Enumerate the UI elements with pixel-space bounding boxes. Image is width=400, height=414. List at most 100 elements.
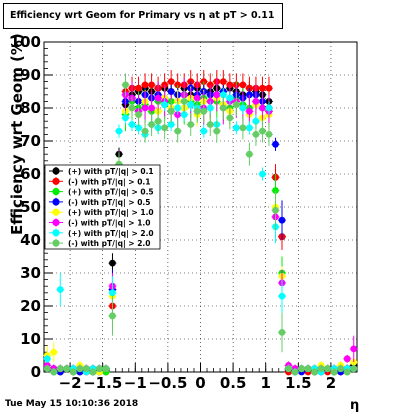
data-point: [63, 365, 71, 373]
data-point: [226, 114, 234, 122]
x-tick-label: 1: [260, 374, 270, 392]
legend-entry: (-) with pT/|q| > 1.0: [49, 218, 150, 229]
data-point: [115, 127, 123, 135]
x-tick-label: −1.5: [83, 374, 122, 392]
data-point: [148, 121, 155, 128]
x-tick-label: 2: [326, 374, 336, 392]
data-point: [56, 286, 64, 293]
data-point: [259, 127, 266, 135]
data-point: [219, 78, 227, 85]
timestamp-footer: Tue May 15 10:10:36 2018: [5, 399, 139, 409]
points-layer: [43, 70, 358, 376]
data-point: [128, 121, 136, 128]
data-point: [193, 107, 201, 115]
data-point: [50, 348, 58, 356]
data-point: [265, 84, 273, 92]
data-point: [193, 94, 201, 102]
legend-marker: [52, 229, 60, 237]
data-point: [109, 312, 116, 320]
y-tick-label: 90: [20, 66, 41, 84]
y-tick-label: 60: [20, 165, 41, 183]
y-tick-label: 80: [20, 99, 41, 117]
data-point: [43, 365, 51, 373]
data-point: [141, 81, 149, 89]
data-point: [56, 365, 64, 373]
y-tick-label: 0: [31, 363, 41, 381]
data-point: [154, 94, 162, 102]
x-tick-label: −2: [59, 374, 82, 392]
data-point: [239, 81, 247, 89]
legend-entry: (+) with pT/|q| > 1.0: [49, 208, 154, 218]
data-point: [154, 117, 162, 125]
data-point: [298, 365, 305, 373]
data-point: [167, 107, 175, 115]
legend-marker: [52, 239, 60, 247]
data-point: [246, 150, 253, 158]
data-point: [239, 104, 247, 112]
data-point: [109, 259, 116, 267]
data-point: [102, 365, 110, 373]
data-point: [148, 81, 155, 89]
data-point: [122, 114, 129, 122]
data-point: [259, 170, 266, 178]
y-tick-label: 40: [20, 231, 41, 249]
data-point: [278, 329, 286, 336]
legend-marker: [52, 218, 60, 227]
legend-label: (+) with pT/|q| > 0.5: [68, 188, 154, 198]
data-point: [311, 368, 319, 376]
data-point: [180, 98, 188, 105]
chart-title-box: Efficiency wrt Geom for Primary vs η at …: [3, 3, 283, 29]
data-point: [109, 289, 116, 297]
legend-marker: [52, 167, 60, 175]
x-tick-label: 1.5: [285, 374, 312, 392]
data-point: [148, 104, 155, 112]
data-point: [246, 107, 253, 115]
chart-title: Efficiency wrt Geom for Primary vs η at …: [10, 10, 275, 21]
data-point: [141, 127, 149, 135]
legend-frame: [44, 164, 161, 250]
legend-label: (-) with pT/|q| > 1.0: [68, 219, 150, 229]
data-point: [317, 365, 325, 373]
y-tick-label: 30: [20, 264, 41, 282]
data-point: [43, 355, 51, 363]
data-point: [239, 124, 247, 132]
y-axis-label: Efficiency wrt Geom (%): [8, 33, 26, 235]
legend-label: (-) with pT/|q| > 0.1: [68, 177, 150, 187]
legend-entry: (-) with pT/|q| > 0.5: [49, 197, 150, 208]
data-point: [259, 84, 266, 92]
data-point: [135, 124, 142, 132]
legend-entry: (-) with pT/|q| > 2.0: [49, 239, 150, 249]
legend-entry: (+) with pT/|q| > 2.0: [49, 228, 154, 239]
data-point: [141, 104, 149, 112]
data-point: [324, 365, 332, 373]
y-tick-label: 70: [20, 132, 41, 150]
series-8: [43, 73, 358, 376]
data-point: [89, 368, 97, 376]
data-point: [337, 365, 345, 373]
legend-label: (-) with pT/|q| > 0.5: [68, 198, 150, 208]
data-point: [350, 345, 358, 353]
y-tick-label: 100: [10, 33, 41, 51]
x-tick-label: −0.5: [148, 374, 187, 392]
legend-entry: (+) with pT/|q| > 0.1: [49, 167, 154, 177]
data-point: [76, 365, 84, 373]
data-point: [206, 121, 214, 128]
data-point: [167, 88, 175, 95]
x-tick-label: −1: [124, 374, 147, 392]
data-point: [50, 368, 58, 376]
data-point: [128, 104, 136, 112]
y-tick-label: 50: [20, 198, 41, 216]
y-tick-label: 20: [20, 297, 41, 315]
data-point: [265, 131, 273, 138]
data-point: [135, 84, 142, 92]
data-point: [161, 101, 169, 109]
data-point: [285, 365, 292, 373]
data-point: [350, 365, 358, 373]
data-point: [246, 124, 253, 132]
x-axis-label: η: [350, 398, 360, 413]
legend-label: (+) with pT/|q| > 0.1: [68, 167, 154, 177]
data-point: [122, 81, 129, 89]
data-point: [232, 101, 240, 109]
